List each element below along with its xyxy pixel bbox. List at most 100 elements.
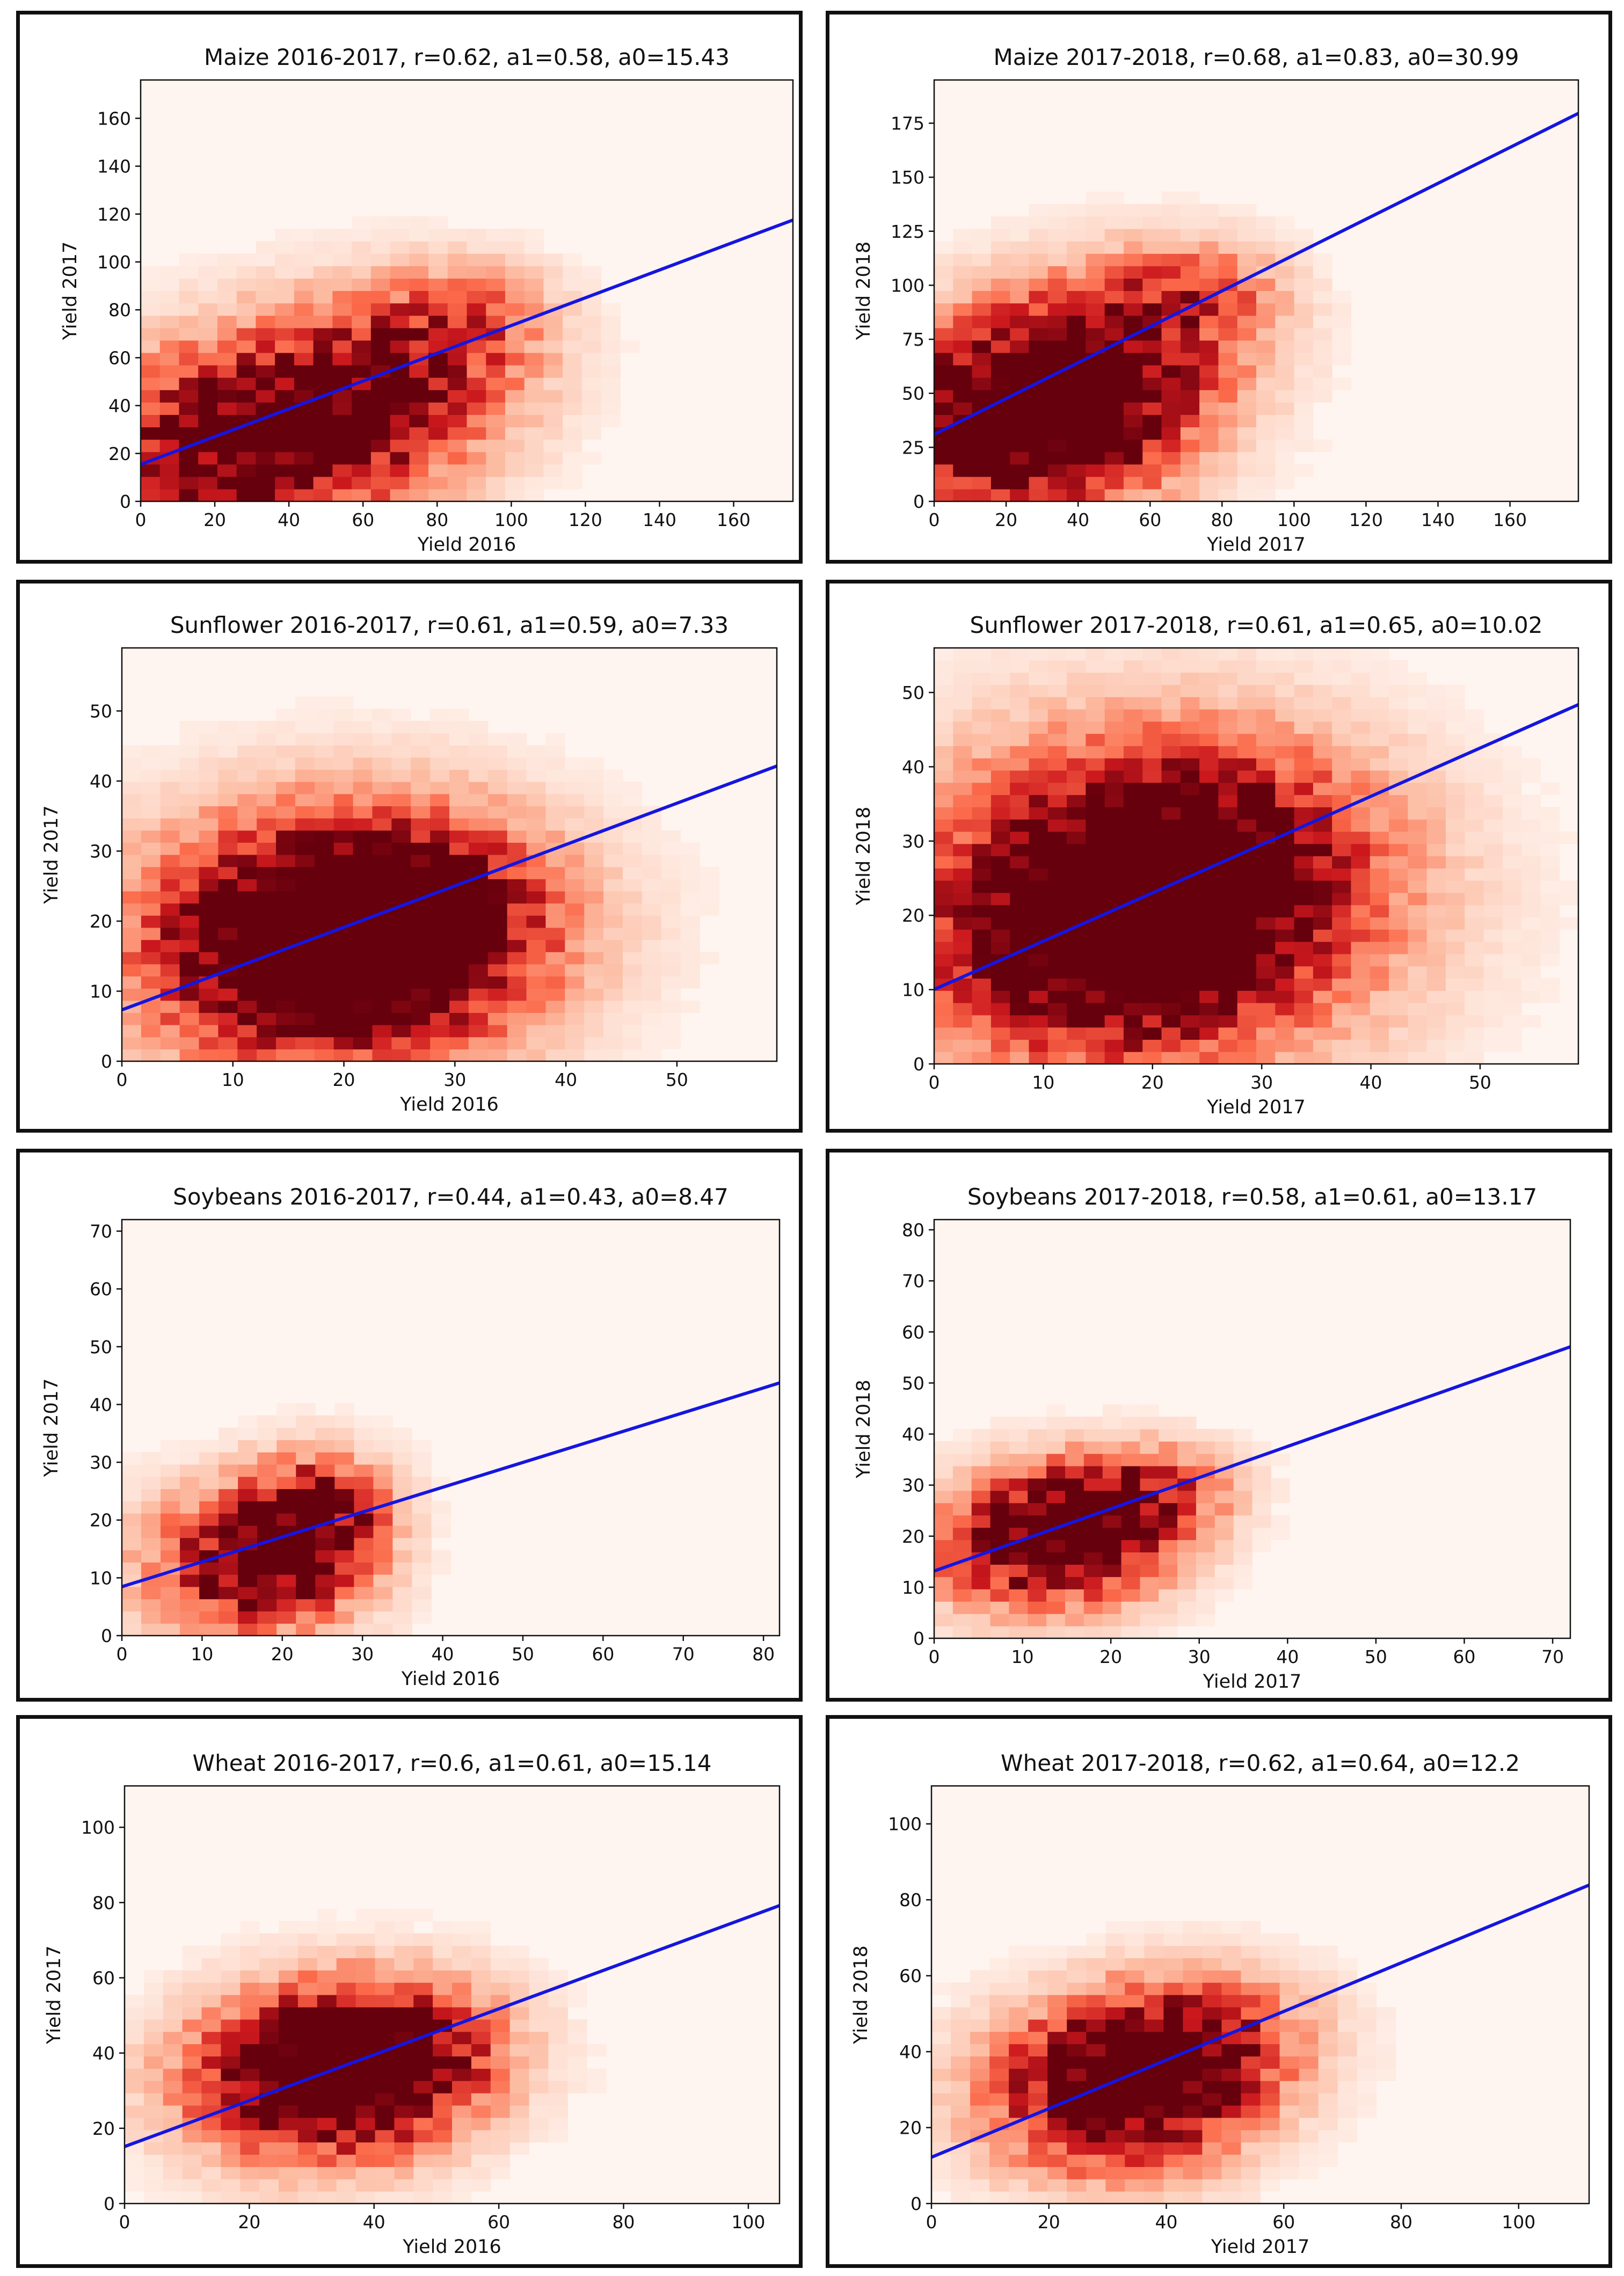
heatmap-cell <box>1256 340 1276 353</box>
heatmap-cell <box>1121 1601 1140 1614</box>
heatmap-cell <box>1260 2166 1280 2179</box>
heatmap-cell <box>1047 2166 1067 2179</box>
heatmap-cell <box>1260 2019 1280 2032</box>
heatmap-cell <box>468 745 489 758</box>
heatmap-cell <box>317 2044 337 2057</box>
heatmap-cell <box>524 266 544 279</box>
heatmap-cell <box>1318 1945 1338 1958</box>
heatmap-cell <box>1086 709 1105 722</box>
heatmap-cell <box>1009 2142 1029 2155</box>
heatmap-cell <box>237 927 257 940</box>
heatmap-cell <box>1426 1003 1446 1016</box>
heatmap-cell <box>1163 2044 1183 2057</box>
heatmap-cell <box>219 1574 238 1587</box>
heatmap-cell <box>1086 229 1105 242</box>
heatmap-cell <box>141 1464 161 1477</box>
heatmap-cell <box>1047 2154 1067 2167</box>
heatmap-cell <box>509 2019 530 2032</box>
heatmap-cell <box>1123 402 1143 415</box>
heatmap-cell <box>545 769 565 782</box>
y-tick-label: 40 <box>902 756 924 777</box>
heatmap-cell <box>276 806 296 819</box>
heatmap-cell <box>1199 978 1219 991</box>
heatmap-cell <box>1202 2068 1222 2081</box>
heatmap-cell <box>373 1427 394 1440</box>
heatmap-cell <box>1241 1982 1261 1995</box>
heatmap-cell <box>1180 990 1200 1003</box>
heatmap-cell <box>295 891 315 904</box>
heatmap-cell <box>1102 1552 1122 1565</box>
heatmap-cell <box>452 2093 472 2106</box>
heatmap-cell <box>1142 327 1162 341</box>
heatmap-cell <box>545 733 565 746</box>
heatmap-cell <box>447 488 468 502</box>
heatmap-cell <box>1180 904 1200 918</box>
heatmap-cell <box>275 488 295 502</box>
heatmap-cell <box>1502 868 1522 881</box>
heatmap-cell <box>545 952 565 965</box>
heatmap-cell <box>524 488 544 502</box>
heatmap-cell <box>934 1039 953 1052</box>
heatmap-cell <box>447 464 468 477</box>
heatmap-cell <box>236 266 257 279</box>
heatmap-cell <box>529 2129 549 2143</box>
heatmap-cell <box>240 2154 260 2167</box>
heatmap-cell <box>680 855 701 867</box>
heatmap-cell <box>219 1562 238 1575</box>
heatmap-cell <box>526 1025 547 1038</box>
heatmap-cell <box>159 390 180 403</box>
heatmap-cell <box>1237 966 1257 979</box>
heatmap-cell <box>524 476 544 490</box>
heatmap-cell <box>221 2191 241 2204</box>
heatmap-cell <box>257 976 276 989</box>
heatmap-cell <box>161 1611 180 1624</box>
heatmap-cell <box>257 1037 276 1049</box>
heatmap-cell <box>413 2179 433 2192</box>
heatmap-cell <box>372 720 392 734</box>
heatmap-cell <box>1125 2044 1145 2057</box>
x-tick-label: 50 <box>1469 1072 1491 1093</box>
heatmap-cell <box>353 842 373 855</box>
heatmap-cell <box>334 1501 354 1514</box>
heatmap-cell <box>1332 1027 1352 1040</box>
heatmap-cell <box>332 439 352 453</box>
heatmap-cell <box>991 488 1010 502</box>
heatmap-cell <box>218 1000 238 1013</box>
heatmap-cell <box>1252 1502 1271 1516</box>
heatmap-cell <box>1161 782 1181 796</box>
heatmap-cell <box>1121 1577 1140 1589</box>
heatmap-cell <box>642 939 662 952</box>
heatmap-cell <box>1142 929 1162 942</box>
heatmap-cell <box>1144 2007 1164 2020</box>
heatmap-cell <box>1294 733 1314 746</box>
x-axis-label: Yield 2016 <box>417 534 516 556</box>
heatmap-cell <box>1275 733 1295 746</box>
heatmap-cell <box>1047 697 1067 710</box>
heatmap-cell <box>1426 990 1446 1003</box>
heatmap-cell <box>182 1995 202 2008</box>
heatmap-cell <box>543 266 563 279</box>
heatmap-cell <box>430 1012 450 1025</box>
heatmap-cell <box>1502 770 1522 783</box>
heatmap-cell <box>1029 216 1048 229</box>
heatmap-cell <box>1199 807 1219 820</box>
heatmap-cell <box>352 241 372 254</box>
heatmap-cell <box>257 1025 276 1038</box>
heatmap-cell <box>529 2007 549 2020</box>
heatmap-cell <box>297 2044 318 2057</box>
heatmap-cell <box>543 451 563 465</box>
heatmap-cell <box>1408 892 1428 906</box>
heatmap-cell <box>1159 1552 1178 1565</box>
heatmap-cell <box>1540 953 1560 967</box>
heatmap-cell <box>296 1501 316 1514</box>
heatmap-cell <box>409 241 429 254</box>
heatmap-cell <box>411 806 431 819</box>
heatmap-cell <box>1104 229 1124 242</box>
heatmap-cell <box>661 1037 681 1049</box>
heatmap-cell <box>1299 2081 1319 2093</box>
heatmap-cell <box>524 402 544 415</box>
heatmap-cell <box>259 2129 279 2143</box>
heatmap-cell <box>953 697 973 710</box>
heatmap-cell <box>218 830 238 843</box>
heatmap-cell <box>259 2056 279 2069</box>
